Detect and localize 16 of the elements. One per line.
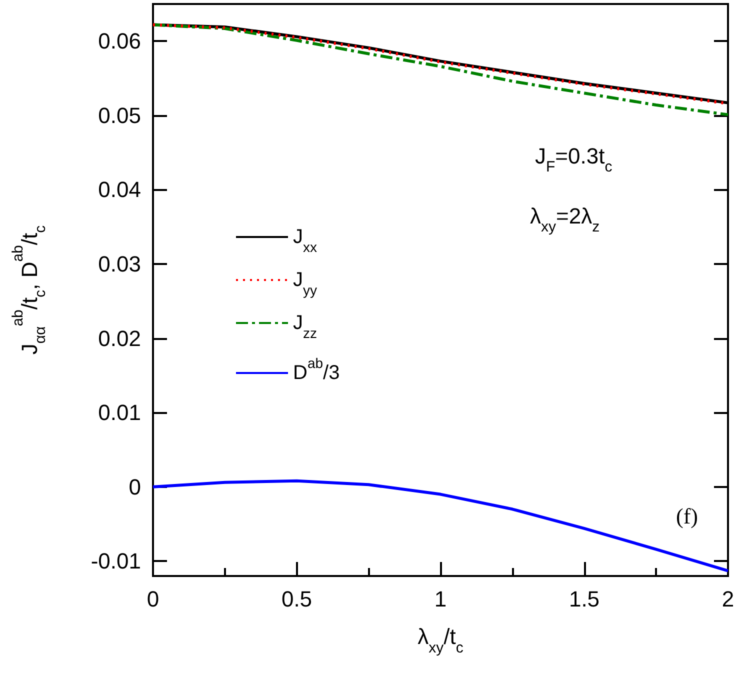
annotation: (f): [676, 504, 698, 528]
y-tick-label: 0.01: [98, 400, 141, 426]
line-series: [152, 479, 730, 572]
y-tick-label: 0.03: [98, 252, 141, 276]
x-tick-label: 2: [722, 586, 734, 612]
y-tick-label: 0.06: [98, 28, 141, 54]
y-tick-label: 0.02: [98, 326, 141, 351]
y-tick-label: -0.01: [90, 548, 141, 574]
x-tick-label: 0.5: [281, 586, 312, 612]
text: Jααab/tc, Dab/tc: [10, 225, 49, 355]
x-tick-label: 1: [434, 586, 447, 612]
y-tick-label: 0.05: [98, 102, 141, 128]
y-tick-label: 0.04: [98, 177, 141, 202]
x-tick-label: 1.5: [568, 586, 600, 612]
y-tick-label: 0: [128, 474, 141, 500]
x-tick-label: 0: [146, 586, 160, 612]
